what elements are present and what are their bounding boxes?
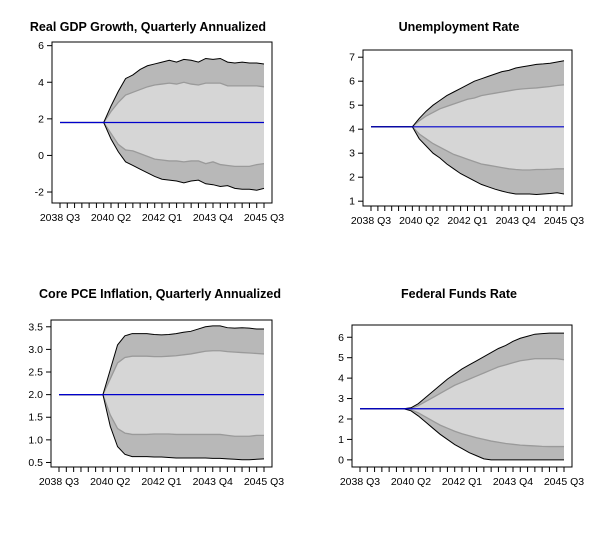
inner-confidence-band bbox=[360, 358, 564, 447]
x-tick-label: 2038 Q3 bbox=[39, 476, 79, 488]
y-tick-label: 6 bbox=[349, 76, 355, 88]
y-tick-label: 2.0 bbox=[28, 389, 43, 401]
y-tick-label: -2 bbox=[35, 187, 44, 199]
y-tick-label: 6 bbox=[338, 332, 344, 344]
x-tick-label: 2045 Q3 bbox=[244, 476, 284, 488]
y-tick-label: 7 bbox=[349, 52, 355, 64]
panel-unemployment-rate: Unemployment Rate 1 2 3 4 5 6 7 2038 Q3 2040 Q2 2… bbox=[349, 20, 584, 227]
y-tick-label: 1.0 bbox=[28, 434, 43, 446]
x-tick-label: 2045 Q3 bbox=[544, 476, 584, 488]
x-tick-label: 2043 Q4 bbox=[193, 476, 233, 488]
x-tick-label: 2038 Q3 bbox=[40, 212, 80, 224]
x-tick-label: 2040 Q2 bbox=[91, 212, 131, 224]
y-tick-label: 1 bbox=[349, 196, 355, 208]
x-tick-label: 2043 Q4 bbox=[493, 476, 533, 488]
y-tick-label: 4 bbox=[38, 77, 44, 89]
panel-federal-funds-rate: Federal Funds Rate 0 1 2 3 4 5 6 2038 Q3 2040 Q2… bbox=[338, 287, 584, 488]
panel-title: Core PCE Inflation, Quarterly Annualized bbox=[39, 287, 281, 301]
x-tick-label: 2045 Q3 bbox=[544, 215, 584, 227]
y-tick-label: 0 bbox=[38, 150, 44, 162]
y-tick-label: 2 bbox=[38, 113, 44, 125]
y-tick-label: 3.5 bbox=[28, 321, 43, 333]
y-tick-label: 5 bbox=[349, 100, 355, 112]
y-tick-label: 5 bbox=[338, 352, 344, 364]
panel-title: Real GDP Growth, Quarterly Annualized bbox=[30, 20, 266, 34]
y-tick-label: 2 bbox=[338, 413, 344, 425]
y-tick-label: 0 bbox=[338, 454, 344, 466]
panel-real-gdp-growth: Real GDP Growth, Quarterly Annualized -2… bbox=[30, 20, 284, 224]
y-tick-label: 2 bbox=[349, 172, 355, 184]
y-tick-label: 4 bbox=[349, 124, 355, 136]
y-tick-label: 3 bbox=[338, 393, 344, 405]
y-tick-label: 1 bbox=[338, 434, 344, 446]
x-tick-label: 2040 Q2 bbox=[399, 215, 439, 227]
x-tick-label: 2040 Q2 bbox=[90, 476, 130, 488]
x-tick-label: 2042 Q1 bbox=[447, 215, 487, 227]
x-tick-label: 2042 Q1 bbox=[142, 212, 182, 224]
x-tick-label: 2038 Q3 bbox=[340, 476, 380, 488]
y-tick-label: 0.5 bbox=[28, 457, 43, 469]
x-tick-label: 2045 Q3 bbox=[244, 212, 284, 224]
y-tick-label: 2.5 bbox=[28, 367, 43, 379]
x-tick-label: 2040 Q2 bbox=[391, 476, 431, 488]
x-tick-label: 2043 Q4 bbox=[193, 212, 233, 224]
y-tick-label: 1.5 bbox=[28, 412, 43, 424]
y-tick-label: 3 bbox=[349, 148, 355, 160]
x-tick-label: 2043 Q4 bbox=[496, 215, 536, 227]
panel-title: Federal Funds Rate bbox=[401, 287, 517, 301]
inner-confidence-band bbox=[59, 350, 264, 437]
y-tick-label: 3.0 bbox=[28, 344, 43, 356]
x-tick-label: 2042 Q1 bbox=[442, 476, 482, 488]
panel-core-pce-inflation: Core PCE Inflation, Quarterly Annualized… bbox=[28, 287, 284, 488]
y-tick-label: 6 bbox=[38, 40, 44, 52]
y-tick-label: 4 bbox=[338, 373, 344, 385]
inner-confidence-band bbox=[60, 82, 264, 167]
panel-title: Unemployment Rate bbox=[399, 20, 520, 34]
x-tick-label: 2042 Q1 bbox=[141, 476, 181, 488]
x-tick-label: 2038 Q3 bbox=[351, 215, 391, 227]
